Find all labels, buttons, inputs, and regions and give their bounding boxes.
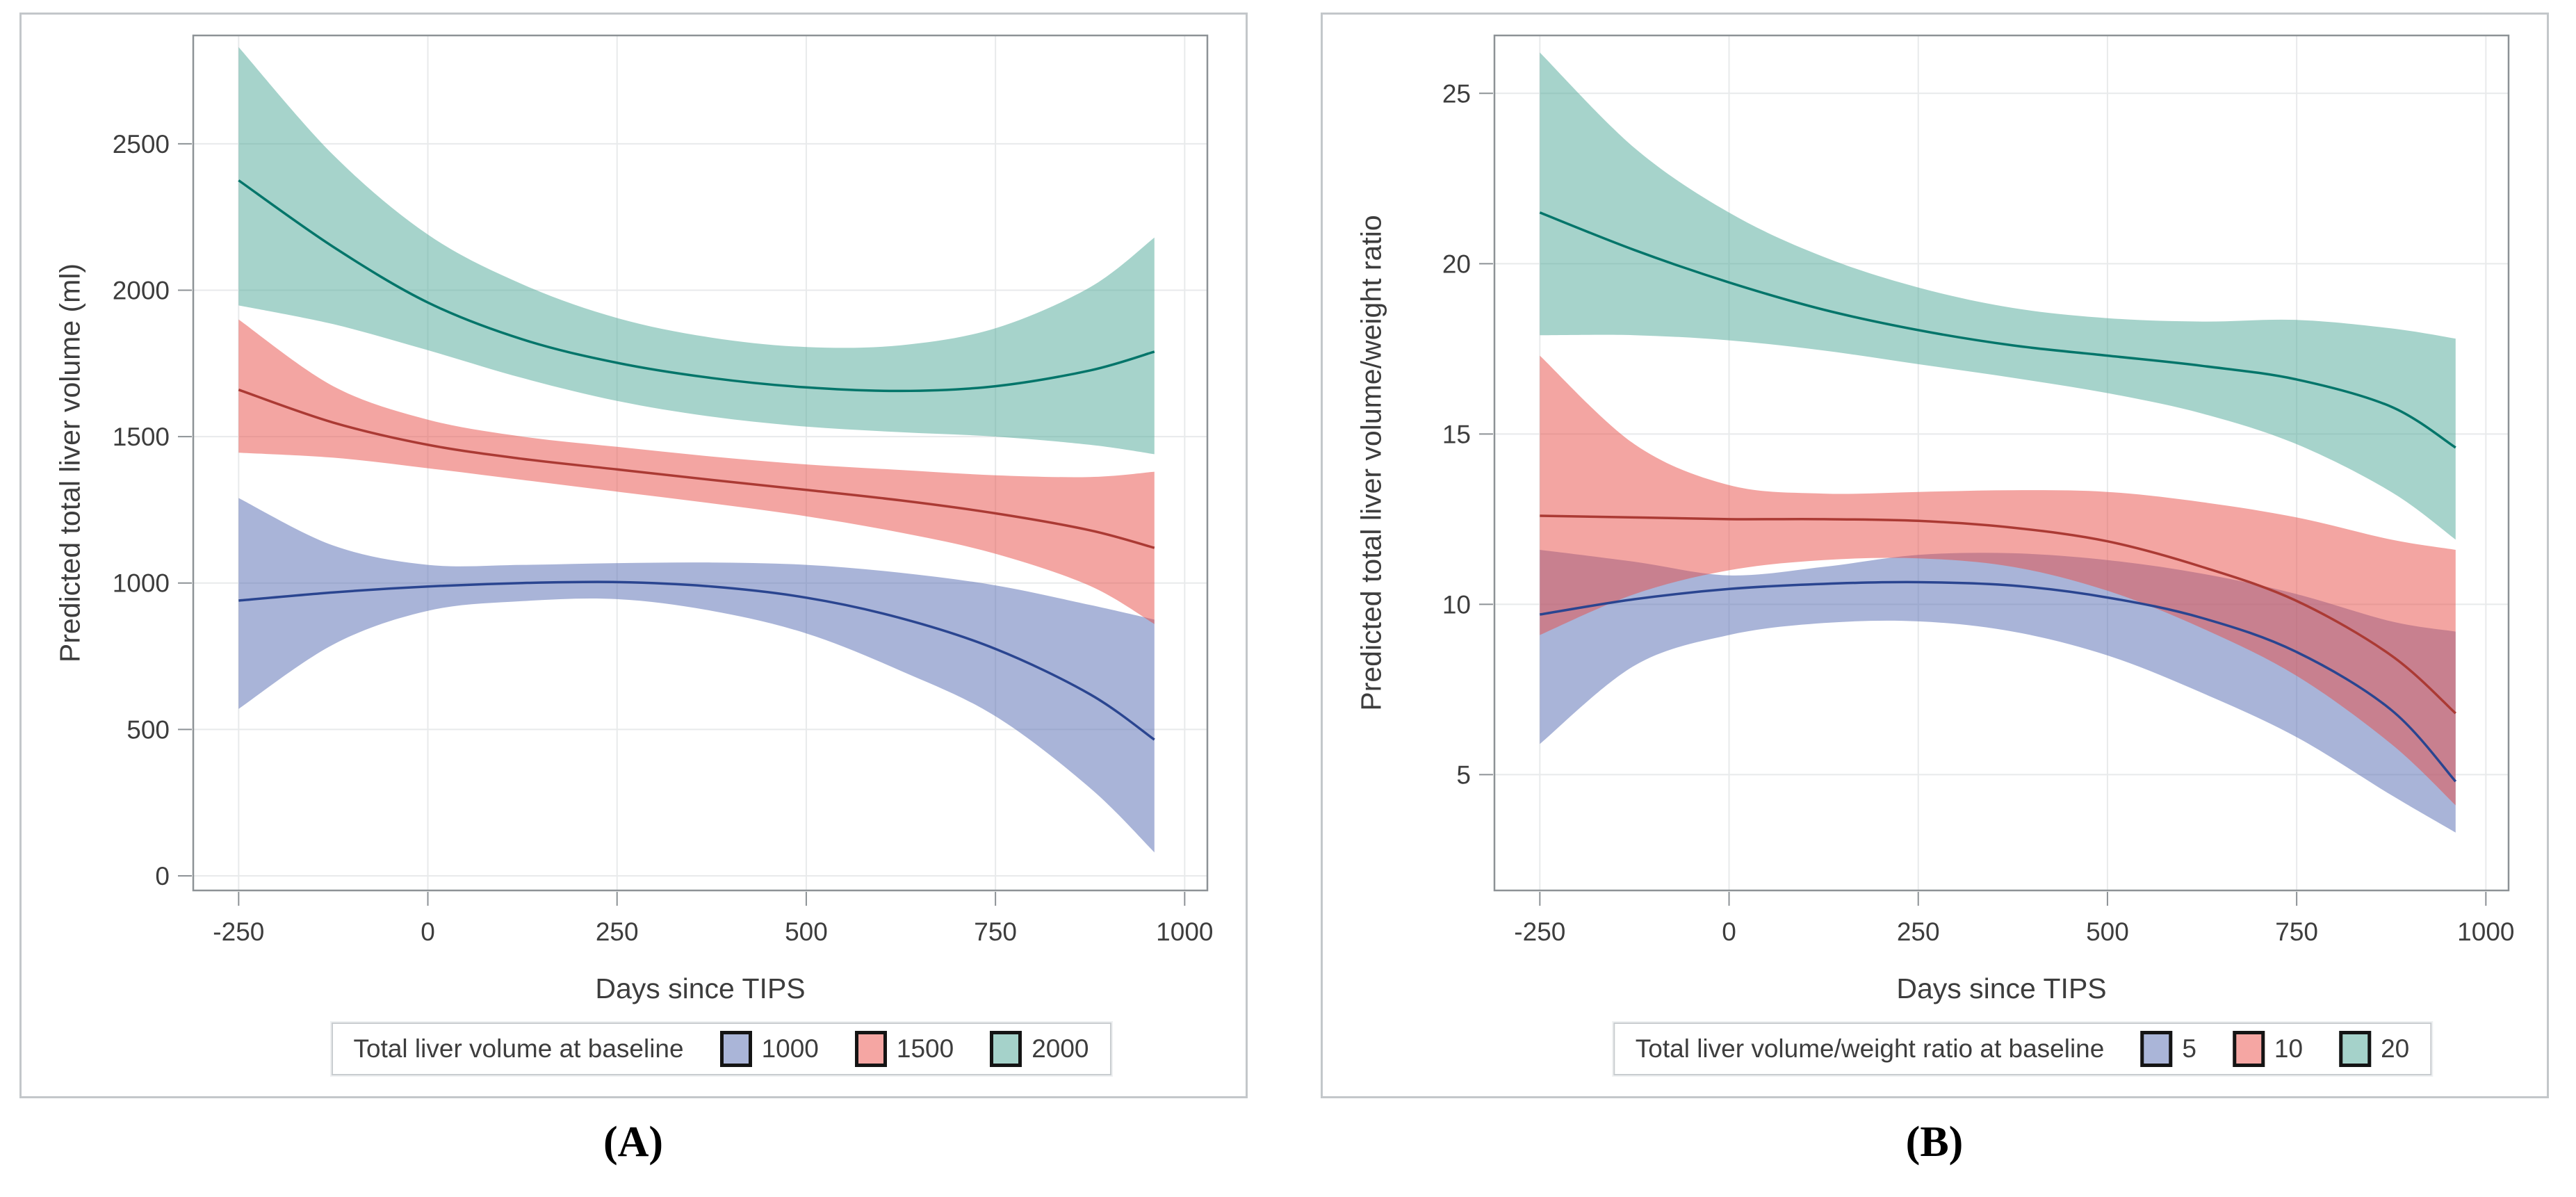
legend-item-label: 10 (2274, 1034, 2304, 1063)
legend-item-label: 2000 (1032, 1034, 1089, 1063)
legend-item-label: 20 (2381, 1034, 2410, 1063)
trend-line-5 (1540, 580, 2457, 783)
confidence-band-20 (1540, 52, 2456, 540)
confidence-band-1500 (238, 319, 1155, 624)
trend-line-10 (1540, 514, 2456, 715)
x-tick-label: 750 (974, 918, 1017, 946)
x-tick-label: 1000 (1156, 918, 1213, 946)
chart-b-plot: -250 0 250 500 750 1000 5 10 15 20 25 (1442, 34, 2514, 946)
legend-item: 1500 (854, 1031, 954, 1067)
x-axis-label: Days since TIPS (595, 972, 806, 1004)
panel-b: -250 0 250 500 750 1000 5 10 15 20 25 Predicted to… (1321, 13, 2549, 1098)
y-tick-label: 25 (1442, 79, 1471, 108)
legend-item-label: 1500 (896, 1034, 954, 1063)
caption-panel-a: (A) (603, 1118, 664, 1166)
legend-item: 5 (2140, 1031, 2196, 1067)
y-tick-label: 15 (1442, 420, 1471, 448)
confidence-band-1000 (238, 498, 1155, 853)
x-tick-label: 250 (596, 918, 639, 946)
y-tick-label: 0 (155, 862, 170, 890)
legend-swatch-10 (2232, 1031, 2265, 1067)
y-axis-label: Predicted total liver volume (ml) (54, 263, 86, 663)
confidence-band-10 (1540, 355, 2456, 806)
series-layer (238, 47, 1155, 853)
x-tick-label: 0 (421, 918, 435, 946)
legend-item-label: 1000 (761, 1034, 819, 1063)
panel-a: -250 0 250 500 750 1000 0 500 1000 1500 2000 2500 P… (19, 13, 1248, 1098)
legend-swatch-1500 (854, 1031, 887, 1067)
series-layer (1539, 52, 2457, 833)
legend-title: Total liver volume/weight ratio at basel… (1635, 1034, 2105, 1063)
confidence-band-2000 (238, 47, 1155, 455)
legend-b: Total liver volume/weight ratio at basel… (1613, 1023, 2432, 1075)
trend-line-2000 (238, 179, 1155, 393)
legend-swatch-2000 (990, 1031, 1022, 1067)
legend-item: 20 (2339, 1031, 2409, 1067)
trend-line-1000 (238, 580, 1155, 741)
x-tick-label: 500 (2086, 918, 2129, 946)
plot-frame (192, 34, 1209, 892)
y-tick-label: 5 (1456, 760, 1471, 789)
y-tick-label: 2000 (113, 276, 170, 304)
y-tick-label: 1500 (113, 423, 170, 451)
x-axis-label: Days since TIPS (1896, 972, 2107, 1004)
legend-swatch-20 (2339, 1031, 2372, 1067)
trend-line-1500 (238, 389, 1155, 549)
legend-swatch-1000 (719, 1031, 752, 1067)
caption-panel-b: (B) (1905, 1118, 1964, 1166)
y-axis-label: Predicted total liver volume/weight rati… (1355, 215, 1387, 711)
y-tick-label: 20 (1442, 250, 1471, 278)
y-tick-label: 1000 (113, 569, 170, 598)
legend-item-label: 5 (2182, 1034, 2196, 1063)
legend-item: 2000 (990, 1031, 1089, 1067)
legend-swatch-5 (2140, 1031, 2173, 1067)
legend-a: Total liver volume at baseline 1000 1500… (331, 1023, 1111, 1075)
y-tick-label: 500 (127, 715, 170, 744)
chart-a-plot: -250 0 250 500 750 1000 0 500 1000 1500 2000 2500 (113, 34, 1213, 946)
x-tick-label: -250 (213, 918, 264, 946)
x-tick-label: 0 (1722, 918, 1736, 946)
legend-item: 10 (2232, 1031, 2304, 1067)
x-tick-label: -250 (1514, 918, 1565, 946)
x-tick-label: 500 (785, 918, 828, 946)
x-tick-label: 1000 (2457, 918, 2514, 946)
x-tick-label: 750 (2275, 918, 2318, 946)
y-tick-label: 2500 (113, 130, 170, 158)
plot-frame (1493, 34, 2510, 892)
x-tick-label: 250 (1897, 918, 1940, 946)
legend-title: Total liver volume at baseline (353, 1034, 684, 1063)
y-tick-label: 10 (1442, 590, 1471, 619)
legend-item: 1000 (719, 1031, 819, 1067)
trend-line-20 (1539, 211, 2456, 449)
